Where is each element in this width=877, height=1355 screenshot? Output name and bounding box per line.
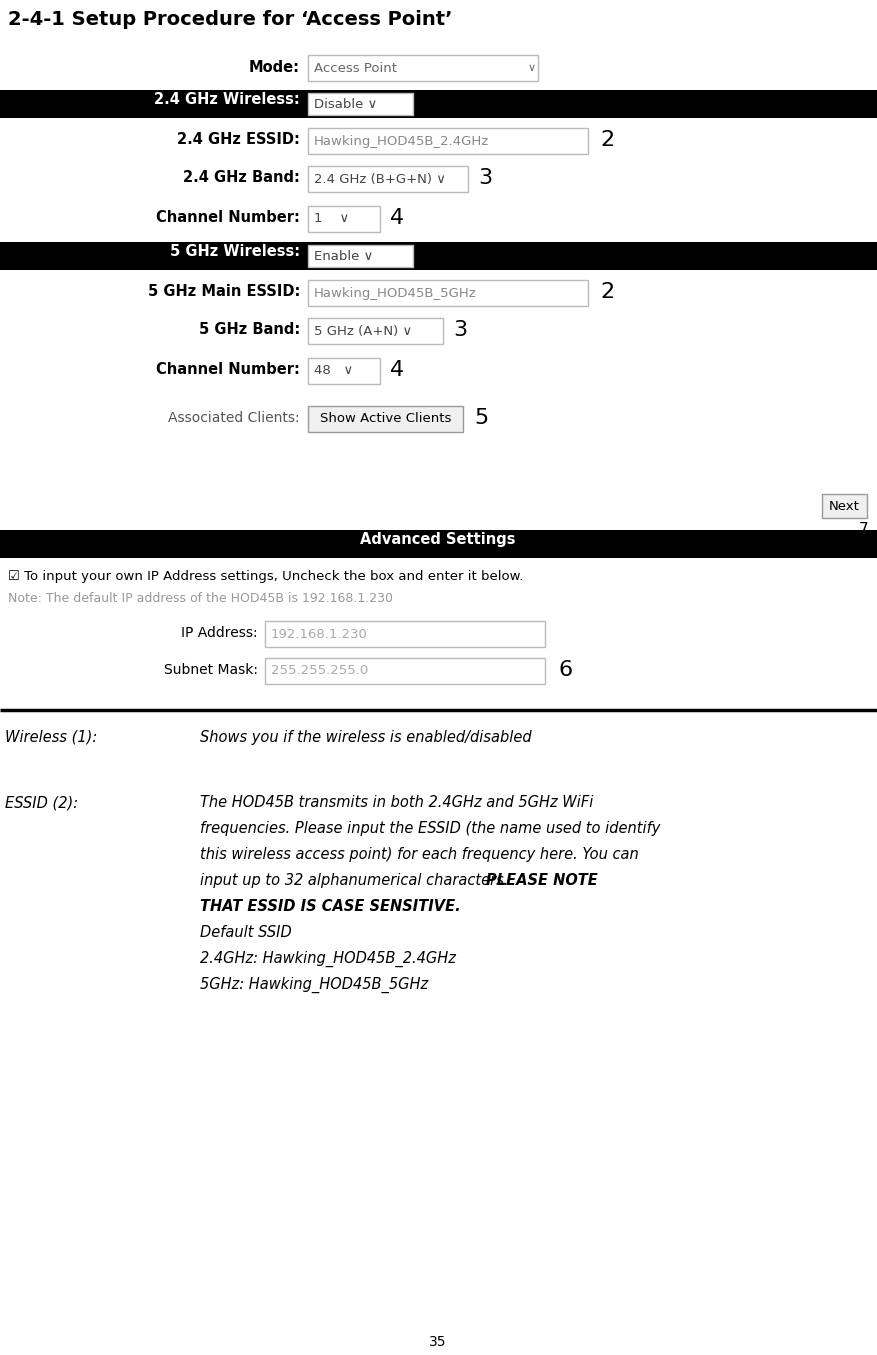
Bar: [308, 167, 468, 192]
Bar: [308, 245, 413, 267]
Text: Show Active Clients: Show Active Clients: [320, 412, 451, 425]
Text: 5 GHz (A+N) ∨: 5 GHz (A+N) ∨: [314, 324, 412, 337]
Text: 2.4 GHz Wireless:: 2.4 GHz Wireless:: [154, 92, 300, 107]
Text: Hawking_HOD45B_2.4GHz: Hawking_HOD45B_2.4GHz: [314, 134, 489, 148]
Bar: [308, 206, 380, 232]
Text: ∨: ∨: [528, 62, 536, 73]
Text: Next: Next: [829, 500, 860, 512]
Bar: [308, 358, 380, 383]
Bar: [308, 127, 588, 154]
Bar: [0, 243, 877, 270]
Text: Access Point: Access Point: [314, 61, 397, 75]
Text: Enable ∨: Enable ∨: [314, 249, 374, 263]
Text: ☑ To input your own IP Address settings, Uncheck the box and enter it below.: ☑ To input your own IP Address settings,…: [8, 570, 524, 583]
Text: 2-4-1 Setup Procedure for ‘Access Point’: 2-4-1 Setup Procedure for ‘Access Point’: [8, 9, 453, 28]
Text: Default SSID: Default SSID: [200, 925, 292, 940]
Text: frequencies. Please input the ESSID (the name used to identify: frequencies. Please input the ESSID (the…: [200, 821, 660, 836]
Text: 5: 5: [474, 408, 488, 428]
Text: Disable ∨: Disable ∨: [314, 98, 377, 111]
Text: THAT ESSID IS CASE SENSITIVE.: THAT ESSID IS CASE SENSITIVE.: [200, 898, 460, 915]
Text: 4: 4: [390, 209, 404, 228]
Text: 1    ∨: 1 ∨: [314, 213, 349, 225]
Text: 3: 3: [478, 168, 492, 188]
Bar: [308, 56, 538, 81]
Text: 255.255.255.0: 255.255.255.0: [271, 664, 368, 678]
Text: IP Address:: IP Address:: [182, 626, 258, 640]
Text: Shows you if the wireless is enabled/disabled: Shows you if the wireless is enabled/dis…: [200, 730, 531, 745]
Text: Wireless (1):: Wireless (1):: [5, 730, 97, 745]
Text: Channel Number:: Channel Number:: [156, 210, 300, 225]
Bar: [265, 659, 545, 684]
Text: 2.4 GHz ESSID:: 2.4 GHz ESSID:: [177, 133, 300, 148]
Text: Associated Clients:: Associated Clients:: [168, 411, 300, 425]
Text: 5 GHz Band:: 5 GHz Band:: [199, 322, 300, 337]
Text: 2.4 GHz (B+G+N) ∨: 2.4 GHz (B+G+N) ∨: [314, 172, 446, 186]
Text: Advanced Settings: Advanced Settings: [360, 533, 516, 547]
Bar: [0, 530, 877, 558]
Text: 2.4GHz: Hawking_HOD45B_2.4GHz: 2.4GHz: Hawking_HOD45B_2.4GHz: [200, 951, 456, 967]
Text: 192.168.1.230: 192.168.1.230: [271, 627, 367, 641]
Text: ESSID (2):: ESSID (2):: [5, 795, 78, 810]
Bar: [308, 93, 413, 115]
Text: Note: The default IP address of the HOD45B is 192.168.1.230: Note: The default IP address of the HOD4…: [8, 592, 393, 604]
Text: 4: 4: [390, 360, 404, 379]
Text: Subnet Mask:: Subnet Mask:: [164, 663, 258, 678]
Text: 5GHz: Hawking_HOD45B_5GHz: 5GHz: Hawking_HOD45B_5GHz: [200, 977, 428, 993]
Bar: [0, 89, 877, 118]
Text: Mode:: Mode:: [249, 61, 300, 76]
Text: 3: 3: [453, 320, 467, 340]
Text: 35: 35: [429, 1335, 446, 1350]
Text: 2.4 GHz Band:: 2.4 GHz Band:: [183, 171, 300, 186]
Text: 6: 6: [558, 660, 572, 680]
Text: 5 GHz Wireless:: 5 GHz Wireless:: [170, 244, 300, 259]
Text: 2: 2: [600, 130, 614, 150]
Text: The HOD45B transmits in both 2.4GHz and 5GHz WiFi: The HOD45B transmits in both 2.4GHz and …: [200, 795, 594, 810]
Bar: [308, 280, 588, 306]
Bar: [308, 406, 463, 432]
Bar: [265, 621, 545, 646]
Text: this wireless access point) for each frequency here. You can: this wireless access point) for each fre…: [200, 847, 638, 862]
Text: 7: 7: [859, 522, 868, 537]
Text: PLEASE NOTE: PLEASE NOTE: [486, 873, 598, 888]
Text: Channel Number:: Channel Number:: [156, 363, 300, 378]
Text: input up to 32 alphanumerical characters.: input up to 32 alphanumerical characters…: [200, 873, 513, 888]
Bar: [308, 318, 443, 344]
Bar: [822, 495, 867, 518]
Text: 2: 2: [600, 282, 614, 302]
Text: 48   ∨: 48 ∨: [314, 364, 353, 378]
Text: 5 GHz Main ESSID:: 5 GHz Main ESSID:: [147, 285, 300, 299]
Text: Hawking_HOD45B_5GHz: Hawking_HOD45B_5GHz: [314, 286, 477, 299]
